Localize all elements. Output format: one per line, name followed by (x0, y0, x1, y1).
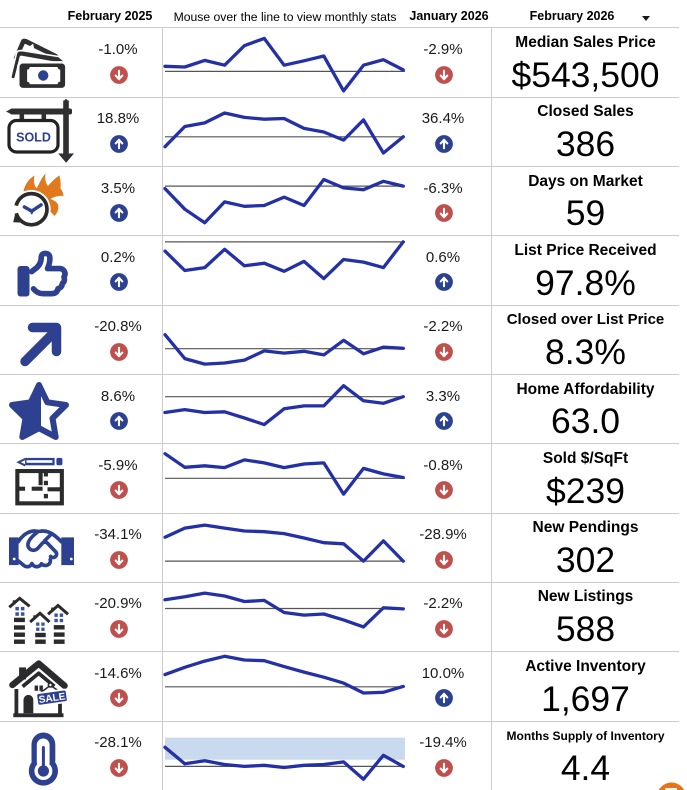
svg-text:SALE: SALE (38, 692, 66, 707)
svg-text:SOLD: SOLD (16, 130, 51, 144)
